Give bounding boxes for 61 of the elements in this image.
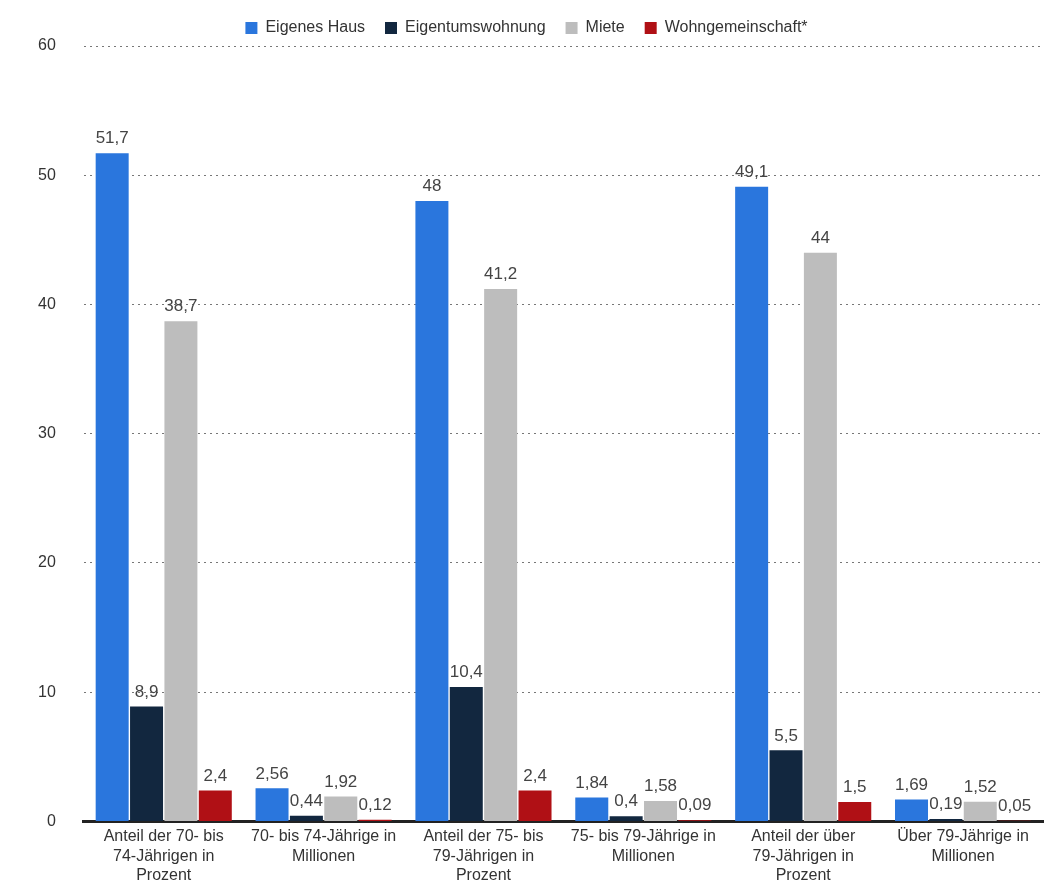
- data-label: 44: [810, 227, 830, 247]
- data-label: 2,4: [203, 765, 228, 785]
- data-label: 1,52: [963, 776, 997, 796]
- x-tick-label: Anteil der über 79-Jährigen in Prozent: [751, 827, 856, 883]
- bar: [803, 252, 837, 821]
- data-label: 51,7: [95, 128, 129, 148]
- bar: [838, 802, 872, 821]
- bar: [963, 801, 997, 821]
- data-label: 1,69: [894, 774, 929, 794]
- bar: [518, 790, 552, 821]
- bar: [130, 706, 164, 821]
- y-tick-label: 40: [38, 294, 56, 312]
- legend-label: Eigenes Haus: [265, 18, 366, 36]
- data-label: 0,44: [289, 790, 323, 810]
- bar: [609, 816, 643, 821]
- data-label: 8,9: [134, 681, 159, 701]
- bar: [575, 797, 609, 821]
- bar: [769, 750, 803, 821]
- data-label: 0,09: [678, 795, 712, 815]
- bar: [415, 201, 449, 821]
- legend-label: Eigentumswohnung: [405, 18, 546, 36]
- bar: [95, 153, 129, 821]
- y-tick-label: 50: [38, 165, 56, 183]
- legend-label: Miete: [585, 18, 625, 36]
- data-label: 2,4: [523, 765, 547, 785]
- bar: [895, 799, 929, 821]
- bar: [644, 800, 678, 821]
- y-tick-label: 30: [38, 424, 56, 442]
- data-label: 38,7: [164, 296, 198, 316]
- data-label: 41,2: [484, 264, 518, 284]
- data-label: 0,05: [998, 795, 1032, 815]
- data-label: 10,4: [449, 662, 483, 682]
- x-tick-label: 75- bis 79-Jährige in Millionen: [570, 827, 716, 864]
- data-label: 1,92: [324, 771, 358, 791]
- bar: [735, 186, 769, 821]
- y-tick-label: 10: [38, 682, 56, 700]
- bar: [324, 796, 358, 821]
- data-label: 0,19: [929, 794, 963, 814]
- bar: [164, 321, 198, 821]
- data-label: 48: [422, 176, 442, 196]
- bar: [484, 288, 518, 821]
- x-tick-label: 70- bis 74-Jährige in Millionen: [251, 827, 397, 864]
- y-tick-label: 0: [46, 811, 56, 829]
- x-tick-label: Anteil der 75- bis 79-Jährigen in Prozent: [423, 827, 544, 883]
- bar: [289, 815, 323, 821]
- data-label: 1,58: [643, 776, 678, 796]
- bar: [198, 790, 232, 821]
- y-tick-label: 60: [38, 36, 56, 54]
- data-label: 0,4: [614, 791, 638, 811]
- y-tick-label: 20: [38, 553, 56, 571]
- x-tick-label: Über 79-Jährige in Millionen: [897, 827, 1029, 864]
- bar: [255, 788, 289, 821]
- data-label: 5,5: [774, 725, 798, 745]
- bar: [449, 687, 483, 821]
- data-label: 0,12: [358, 795, 392, 815]
- data-label: 1,84: [575, 772, 609, 792]
- data-label: 2,56: [255, 763, 289, 783]
- x-tick-label: Anteil der 70- bis 74-Jährigen in Prozent: [103, 827, 224, 883]
- data-label: 1,5: [842, 777, 867, 797]
- data-label: 49,1: [735, 162, 769, 182]
- legend-label: Wohngemeinschaft*: [664, 18, 808, 36]
